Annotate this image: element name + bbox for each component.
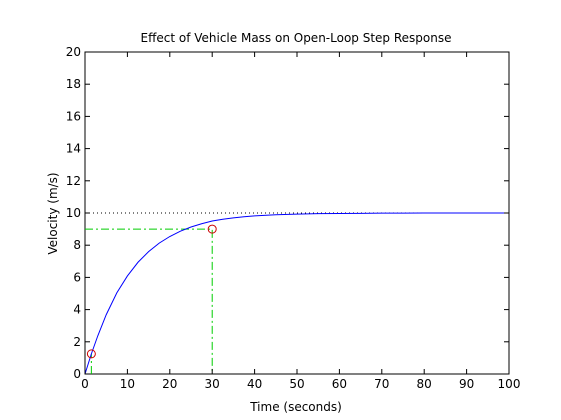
x-tick-label: 20 bbox=[162, 377, 177, 391]
y-tick-label: 18 bbox=[66, 77, 81, 91]
x-tick-label: 40 bbox=[247, 377, 262, 391]
x-tick-label: 0 bbox=[81, 377, 89, 391]
data-markers bbox=[86, 224, 217, 359]
y-tick-label: 12 bbox=[66, 174, 81, 188]
y-tick-label: 10 bbox=[66, 206, 81, 220]
x-axis-label: Time (seconds) bbox=[249, 400, 342, 414]
data-point-marker bbox=[86, 349, 96, 359]
y-tick-label: 16 bbox=[66, 109, 81, 123]
x-axis-ticks: 0 10 20 30 40 50 60 70 80 90 100 bbox=[81, 52, 520, 391]
x-tick-label: 50 bbox=[289, 377, 304, 391]
data-point-marker bbox=[207, 224, 217, 234]
y-tick-label: 6 bbox=[73, 270, 81, 284]
x-tick-label: 60 bbox=[332, 377, 347, 391]
x-tick-label: 10 bbox=[120, 377, 135, 391]
y-tick-label: 4 bbox=[73, 303, 81, 317]
y-axis-label: Velocity (m/s) bbox=[46, 172, 60, 254]
series-lines bbox=[84, 212, 509, 375]
chart-title: Effect of Vehicle Mass on Open-Loop Step… bbox=[141, 31, 452, 45]
y-axis-ticks: 0 2 4 6 8 10 12 14 16 18 20 bbox=[66, 45, 509, 381]
velocity-response-line bbox=[84, 212, 509, 375]
x-tick-label: 80 bbox=[417, 377, 432, 391]
y-tick-label: 20 bbox=[66, 45, 81, 59]
x-tick-label: 90 bbox=[459, 377, 474, 391]
x-tick-label: 70 bbox=[374, 377, 389, 391]
x-tick-label: 30 bbox=[205, 377, 220, 391]
y-tick-label: 8 bbox=[73, 238, 81, 252]
y-tick-label: 14 bbox=[66, 142, 81, 156]
y-tick-label: 2 bbox=[73, 335, 81, 349]
guide-lines bbox=[85, 228, 213, 374]
x-tick-label: 100 bbox=[498, 377, 521, 391]
y-tick-label: 0 bbox=[73, 367, 81, 381]
